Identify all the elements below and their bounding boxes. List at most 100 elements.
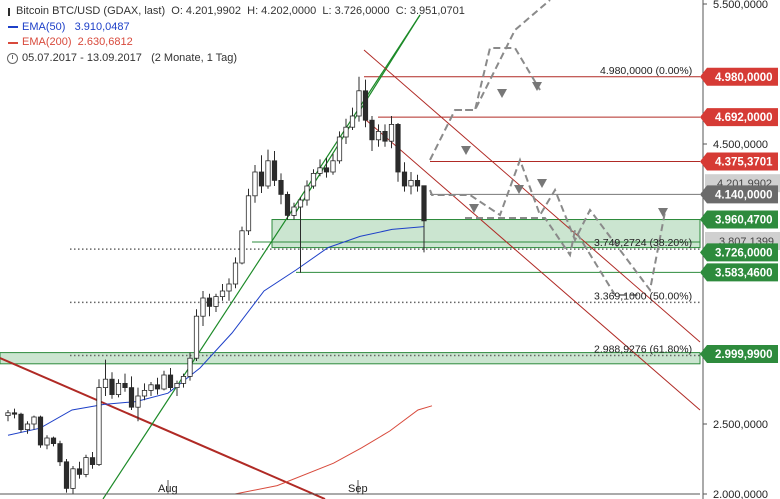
candle-body (258, 171, 265, 187)
candle-icon (8, 7, 10, 16)
candle-body (388, 124, 395, 142)
candle-body (414, 179, 421, 187)
price-tag (700, 67, 778, 86)
ohlc-low: L: 3.726,0000 (322, 5, 390, 17)
price-tag-label: 3.726,0000 (715, 247, 773, 259)
candle-body (200, 297, 206, 317)
legend-ema200-row: EMA(200) 2.630,6812 (6, 35, 465, 51)
candle-body (76, 468, 83, 475)
candle-body (421, 185, 427, 222)
instrument-title: Bitcoin BTC/USD (GDAX, last) (16, 5, 166, 17)
legend-title-row: Bitcoin BTC/USD (GDAX, last) O: 4.201,99… (6, 4, 465, 20)
candle-body (50, 437, 57, 444)
period-range: 05.07.2017 - 13.09.2017 (22, 51, 142, 64)
candle-body (193, 315, 200, 359)
price-tag-label: 3.583,4600 (715, 267, 773, 279)
y-tick-label: 2.500,0000 (713, 419, 768, 431)
candle-body (18, 413, 24, 431)
candle-body (154, 384, 161, 390)
ema200-swatch (8, 41, 18, 44)
legend-period-row: 05.07.2017 - 13.09.2017 (2 Monate, 1 Tag… (6, 51, 465, 67)
price-tag-label: 4.140,0000 (715, 189, 773, 201)
projection-arrowhead (461, 146, 471, 155)
price-tag-label: 2.999,9900 (715, 349, 773, 361)
downtrend-line-major (0, 357, 326, 499)
projection-path-lower (429, 157, 666, 293)
candle-body (304, 185, 310, 201)
candle-body (128, 387, 135, 408)
candle-body (148, 384, 154, 391)
candle-body (31, 416, 37, 425)
fib-label: 3.749,2724 (38.20%) (594, 237, 692, 249)
candle-body (219, 290, 226, 297)
candle-body (57, 443, 63, 463)
candle-body (102, 378, 109, 389)
candle-body (317, 167, 323, 174)
price-tag-label: 4.375,3701 (715, 156, 773, 168)
projection-arrowhead (532, 82, 542, 91)
price-tag (700, 185, 778, 204)
ema200-label: EMA(200) (22, 36, 72, 48)
candle-body (70, 468, 76, 489)
candle-body (245, 195, 252, 232)
price-tag (700, 263, 778, 282)
candle-body (284, 193, 291, 216)
y-tick-label: 2.000,0000 (713, 489, 768, 499)
candle-body (395, 124, 401, 173)
candle-body (89, 457, 96, 466)
candle-body (180, 375, 187, 384)
clock-icon (7, 52, 18, 64)
projection-arrowhead (537, 179, 547, 188)
candle-body (11, 412, 18, 415)
candle-body (96, 387, 102, 466)
price-tag-label: 3.960,4700 (715, 215, 773, 227)
channel-upper-line (363, 49, 701, 343)
candle-body (24, 423, 31, 430)
price-tag (700, 243, 778, 262)
projection-arrowhead (514, 185, 524, 194)
candle-body (161, 374, 167, 390)
candle-body (362, 90, 369, 121)
projection-arrowhead (469, 204, 479, 213)
candle-body (382, 130, 388, 142)
price-tag-label: 4.692,0000 (715, 112, 773, 124)
candle-body (336, 136, 343, 162)
candle-body (187, 357, 193, 377)
channel-lower-line (365, 119, 701, 411)
candle-body (37, 416, 44, 446)
candle-body (401, 171, 408, 187)
candle-body (44, 437, 50, 446)
candle-body (323, 167, 330, 173)
candle-body (330, 160, 336, 173)
price-tag (700, 210, 778, 229)
fib-label: 4.980,0000 (0.00%) (600, 65, 692, 77)
ema50-value: 3.910,0487 (74, 20, 130, 33)
y-tick-label: 5.500,0000 (713, 0, 768, 11)
x-tick-label: Sep (348, 483, 368, 495)
candle-body (83, 457, 89, 475)
candle-body (232, 262, 239, 285)
candle-body (252, 171, 258, 197)
ohlc-close: C: 3.951,0701 (395, 5, 465, 17)
candle-body (278, 179, 284, 195)
candle-body (141, 389, 148, 397)
x-tick-label: Aug (158, 483, 178, 495)
projection-path-bottom (465, 217, 640, 296)
candle-body (239, 230, 245, 264)
candle-body (206, 297, 213, 307)
candle-body (109, 378, 115, 396)
y-tick-label: 4.500,0000 (713, 139, 768, 151)
candle-body (349, 115, 356, 128)
ema50-label: EMA(50) (22, 20, 66, 33)
legend-ema50-row: EMA(50) 3.910,0487 (6, 20, 465, 36)
candle-body (310, 172, 317, 187)
candle-body (291, 206, 297, 216)
projection-path-mid (429, 47, 541, 161)
price-tag (700, 152, 778, 171)
uptrend-line-green (102, 14, 421, 499)
period-note: (2 Monate, 1 Tag) (151, 51, 238, 64)
candle-body (167, 374, 174, 389)
fib-label: 2.988,9276 (61.80%) (594, 344, 692, 356)
